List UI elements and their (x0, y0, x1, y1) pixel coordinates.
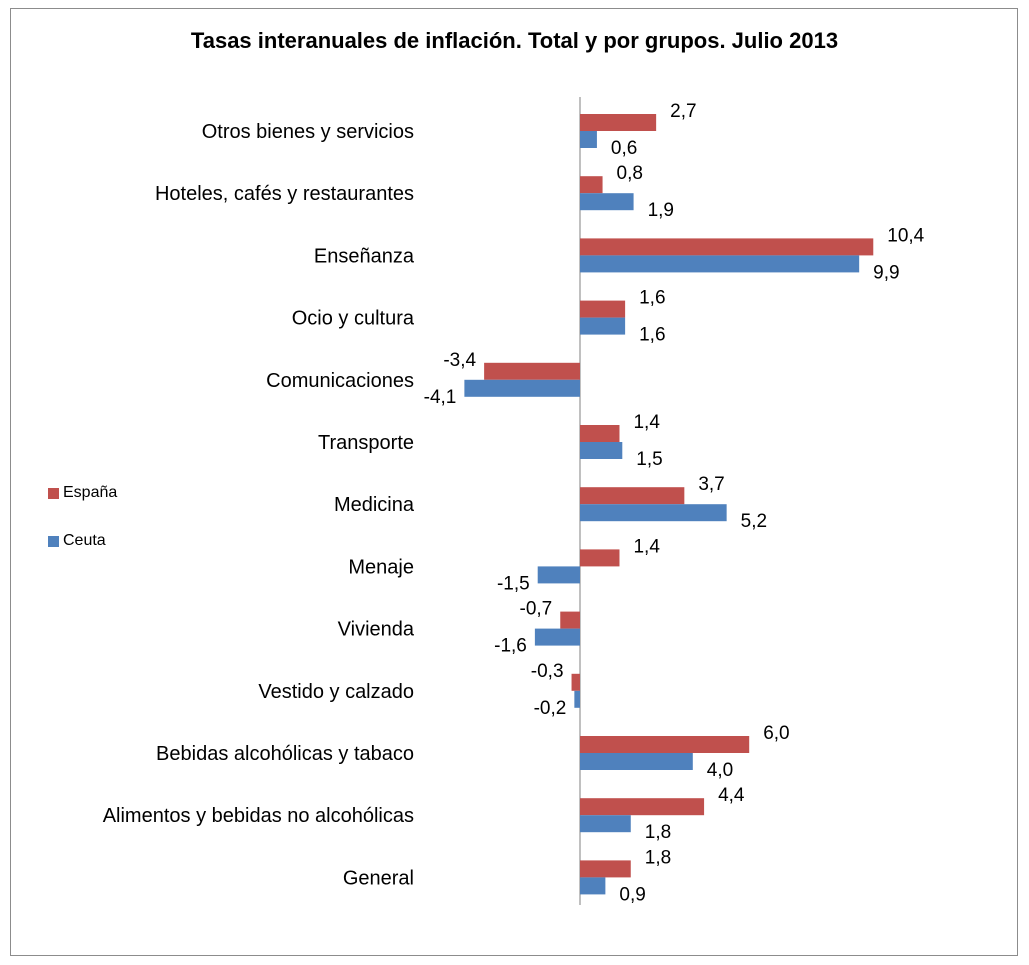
value-label-ceuta-ensenanza: 9,9 (873, 262, 899, 283)
bar-espana-transporte (580, 425, 620, 442)
category-label-vivienda: Vivienda (338, 619, 415, 641)
value-label-ceuta-menaje: -1,5 (497, 573, 530, 594)
category-labels-group: Otros bienes y servicios Hoteles, cafés y… (103, 121, 415, 889)
legend-item-espana: España (48, 484, 117, 502)
category-label-bebidas-alcoholicas-y-tabaco: Bebidas alcohólicas y tabaco (156, 743, 414, 765)
category-label-vestido-y-calzado: Vestido y calzado (258, 681, 414, 703)
value-label-espana-transporte: 1,4 (633, 412, 660, 433)
value-label-espana-hoteles-cafes-y-restaurantes: 0,8 (617, 163, 643, 184)
value-label-espana-menaje: 1,4 (633, 536, 660, 557)
value-label-ceuta-alimentos-y-bebidas-no-alcoholicas: 1,8 (645, 822, 671, 843)
bar-ceuta-vestido-y-calzado (574, 690, 580, 708)
bar-espana-hoteles-cafes-y-restaurantes (580, 176, 603, 194)
value-label-espana-ensenanza: 10,4 (887, 225, 924, 246)
bar-espana-bebidas-alcoholicas-y-tabaco (580, 736, 750, 753)
bar-ceuta-menaje (537, 566, 580, 584)
chart-frame (10, 8, 1018, 956)
bar-ceuta-ocio-y-cultura (580, 317, 626, 335)
bar-ceuta-alimentos-y-bebidas-no-alcoholicas (580, 815, 631, 833)
value-label-espana-bebidas-alcoholicas-y-tabaco: 6,0 (763, 723, 789, 744)
bar-espana-general (580, 860, 631, 878)
category-label-otros-bienes-y-servicios: Otros bienes y servicios (202, 121, 414, 143)
value-label-ceuta-bebidas-alcoholicas-y-tabaco: 4,0 (707, 760, 733, 781)
bar-ceuta-ensenanza (580, 255, 860, 273)
category-label-ensenanza: Enseñanza (314, 245, 415, 267)
value-label-espana-medicina: 3,7 (698, 474, 724, 495)
category-label-comunicaciones: Comunicaciones (266, 370, 414, 392)
value-label-ceuta-hoteles-cafes-y-restaurantes: 1,9 (648, 200, 674, 221)
value-label-ceuta-otros-bienes-y-servicios: 0,6 (611, 138, 637, 159)
value-labels-group: 2,7 0,6 0,81,9 10,4 9,9 1,6 1,6 -3,4 -4,1 1,4 1,5 3… (424, 101, 925, 905)
bar-espana-alimentos-y-bebidas-no-alcoholicas (580, 798, 705, 816)
bar-ceuta-hoteles-cafes-y-restaurantes (580, 193, 634, 211)
category-label-transporte: Transporte (318, 432, 414, 454)
category-label-general: General (343, 867, 414, 889)
value-label-ceuta-vivienda: -1,6 (494, 636, 527, 657)
bar-ceuta-medicina (580, 504, 727, 522)
bar-espana-ensenanza (580, 238, 874, 256)
category-label-alimentos-y-bebidas-no-alcoholicas: Alimentos y bebidas no alcohólicas (103, 805, 414, 827)
value-label-ceuta-comunicaciones: -4,1 (424, 387, 457, 408)
bar-ceuta-general (580, 877, 606, 895)
value-label-espana-ocio-y-cultura: 1,6 (639, 288, 665, 309)
value-label-ceuta-transporte: 1,5 (636, 449, 662, 470)
bar-ceuta-vivienda (534, 628, 580, 646)
bar-espana-ocio-y-cultura (580, 300, 626, 318)
value-label-espana-general: 1,8 (645, 847, 671, 868)
bars-group (464, 114, 874, 895)
category-label-ocio-y-cultura: Ocio y cultura (292, 308, 415, 330)
value-label-espana-alimentos-y-bebidas-no-alcoholicas: 4,4 (718, 785, 745, 806)
value-label-espana-comunicaciones: -3,4 (443, 350, 476, 371)
bar-espana-vestido-y-calzado (571, 673, 580, 691)
bar-ceuta-transporte (580, 442, 623, 459)
value-label-espana-vestido-y-calzado: -0,3 (531, 661, 564, 682)
bar-espana-vivienda (560, 611, 580, 629)
bar-espana-otros-bienes-y-servicios (580, 114, 657, 131)
legend-swatch-espana (48, 487, 59, 499)
category-label-menaje: Menaje (348, 556, 414, 578)
bar-espana-menaje (580, 549, 620, 567)
bar-espana-comunicaciones (484, 362, 580, 380)
value-label-espana-vivienda: -0,7 (520, 599, 553, 620)
legend-label-ceuta: Ceuta (63, 532, 106, 549)
bar-ceuta-comunicaciones (464, 379, 580, 397)
legend-swatch-ceuta (48, 535, 59, 547)
legend-label-espana: España (63, 484, 118, 501)
bar-espana-medicina (580, 487, 685, 505)
value-label-espana-otros-bienes-y-servicios: 2,7 (670, 101, 696, 122)
bar-ceuta-otros-bienes-y-servicios (580, 131, 597, 148)
value-label-ceuta-ocio-y-cultura: 1,6 (639, 325, 665, 346)
bar-ceuta-bebidas-alcoholicas-y-tabaco (580, 753, 693, 770)
chart-title: Tasas interanuales de inflación. Total y… (190, 28, 839, 53)
category-label-medicina: Medicina (334, 494, 415, 516)
value-label-ceuta-general: 0,9 (619, 884, 645, 905)
category-label-hoteles-cafes-y-restaurantes: Hoteles, cafés y restaurantes (155, 183, 414, 205)
value-label-ceuta-medicina: 5,2 (741, 511, 767, 532)
legend-item-ceuta: Ceuta (48, 532, 106, 550)
value-label-ceuta-vestido-y-calzado: -0,2 (534, 698, 567, 719)
